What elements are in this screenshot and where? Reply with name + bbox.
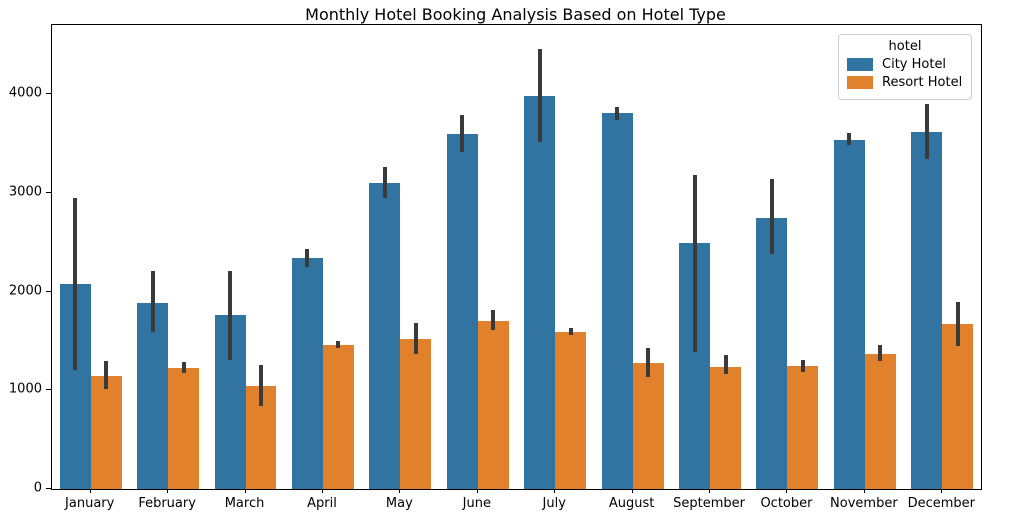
legend-swatch-city-hotel	[847, 58, 873, 71]
legend-swatch-resort-hotel	[847, 76, 873, 89]
x-tick-mark	[554, 489, 556, 493]
x-tick-mark	[321, 489, 323, 493]
y-tick-mark	[46, 488, 51, 489]
x-tick-label-june: June	[462, 496, 491, 511]
errorbar-city-hotel-june	[460, 115, 465, 152]
errorbar-resort-hotel-january	[104, 361, 109, 390]
bar-resort-hotel-august	[632, 362, 664, 489]
y-tick-label-0: 0	[33, 480, 42, 496]
errorbar-city-hotel-march	[228, 270, 233, 361]
bar-city-hotel-october	[756, 218, 788, 489]
errorbar-resort-hotel-july	[568, 327, 573, 335]
x-tick-label-may: May	[385, 496, 413, 511]
x-tick-mark	[709, 489, 711, 493]
x-tick-label-january: January	[65, 496, 115, 511]
bar-city-hotel-april	[291, 258, 323, 489]
x-tick-label-september: September	[673, 496, 745, 511]
errorbar-city-hotel-february	[150, 271, 155, 333]
x-tick-mark	[941, 489, 943, 493]
errorbar-city-hotel-september	[692, 174, 697, 353]
errorbar-resort-hotel-march	[259, 364, 264, 407]
y-tick-mark	[46, 290, 51, 292]
bar-resort-hotel-september	[710, 366, 741, 489]
errorbar-resort-hotel-june	[491, 310, 496, 331]
bar-city-hotel-june	[446, 134, 478, 489]
x-tick-mark	[399, 489, 401, 493]
bar-city-hotel-may	[369, 182, 401, 489]
legend-label-resort-hotel: Resort Hotel	[882, 75, 963, 90]
errorbar-resort-hotel-may	[413, 323, 418, 355]
plot-area	[51, 24, 982, 490]
y-tick-label-3000: 3000	[8, 184, 42, 200]
x-tick-mark	[244, 489, 246, 493]
errorbar-resort-hotel-november	[878, 345, 883, 362]
y-tick-mark	[46, 93, 51, 95]
x-tick-mark	[89, 489, 91, 493]
x-tick-label-march: March	[224, 496, 265, 511]
bar-resort-hotel-april	[322, 344, 354, 489]
bar-resort-hotel-february	[168, 368, 200, 489]
bar-city-hotel-december	[911, 131, 943, 489]
legend-item-resort-hotel: Resort Hotel	[847, 75, 963, 90]
errorbar-city-hotel-april	[305, 248, 310, 267]
x-tick-label-july: July	[542, 496, 566, 511]
errorbar-resort-hotel-september	[723, 355, 728, 375]
bar-resort-hotel-december	[942, 323, 974, 489]
bar-resort-hotel-july	[555, 331, 587, 489]
x-tick-mark	[631, 489, 633, 493]
legend-title: hotel	[888, 39, 922, 54]
x-tick-mark	[476, 489, 478, 493]
bar-resort-hotel-october	[787, 366, 819, 489]
bar-city-hotel-july	[524, 95, 556, 489]
y-tick-mark	[46, 191, 51, 193]
legend-label-city-hotel: City Hotel	[882, 57, 947, 72]
x-tick-label-february: February	[138, 496, 196, 511]
chart-title: Monthly Hotel Booking Analysis Based on …	[305, 5, 726, 24]
legend: hotel City Hotel Resort Hotel	[838, 34, 972, 100]
y-tick-mark	[46, 389, 51, 391]
errorbar-resort-hotel-december	[955, 301, 960, 346]
x-tick-mark	[786, 489, 788, 493]
x-tick-label-april: April	[307, 496, 337, 511]
bar-resort-hotel-june	[477, 320, 509, 489]
x-tick-label-october: October	[760, 496, 813, 511]
bar-resort-hotel-january	[90, 375, 122, 489]
bar-city-hotel-november	[833, 140, 865, 489]
legend-item-city-hotel: City Hotel	[847, 57, 963, 72]
x-tick-mark	[863, 489, 865, 493]
x-tick-label-november: November	[830, 496, 898, 511]
x-tick-label-december: December	[907, 496, 975, 511]
bar-resort-hotel-may	[400, 338, 432, 489]
errorbar-city-hotel-july	[537, 48, 542, 143]
errorbar-resort-hotel-august	[646, 347, 651, 378]
y-tick-label-1000: 1000	[8, 381, 42, 397]
errorbar-city-hotel-may	[382, 167, 387, 198]
y-tick-label-4000: 4000	[8, 85, 42, 101]
bar-resort-hotel-november	[864, 353, 896, 489]
errorbar-city-hotel-october	[769, 179, 774, 254]
errorbar-resort-hotel-april	[336, 341, 341, 349]
bar-city-hotel-august	[601, 113, 633, 489]
y-tick-label-2000: 2000	[8, 283, 42, 299]
x-tick-mark	[167, 489, 169, 493]
errorbar-city-hotel-december	[924, 103, 929, 159]
errorbar-city-hotel-august	[615, 107, 620, 120]
errorbar-resort-hotel-october	[800, 360, 805, 373]
errorbar-city-hotel-november	[847, 132, 852, 146]
bar-city-hotel-february	[137, 303, 169, 489]
x-tick-label-august: August	[608, 496, 655, 511]
errorbar-city-hotel-january	[73, 198, 78, 370]
errorbar-resort-hotel-february	[181, 361, 186, 373]
